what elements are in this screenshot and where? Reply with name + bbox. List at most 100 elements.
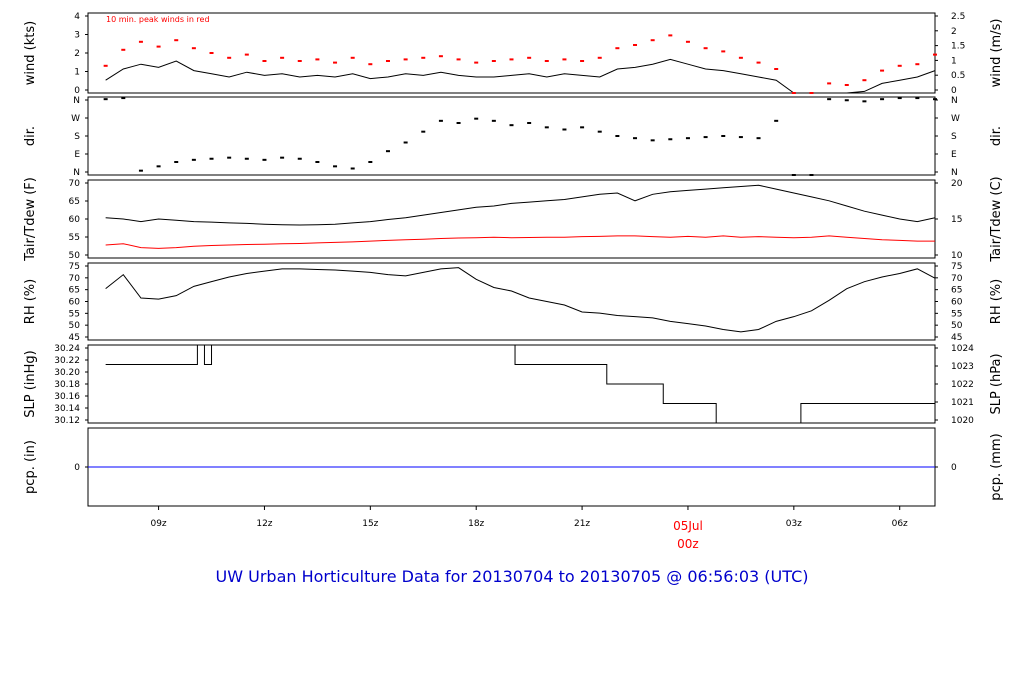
y-tick-label: 20 [951,179,963,189]
direction-point [333,165,338,168]
panel-frame [87,12,936,94]
direction-point [862,100,867,103]
y-tick-label: 1 [951,56,957,66]
direction-point [580,126,585,129]
direction-point [121,97,126,100]
direction-point [791,174,796,176]
y-axis-label-right: pcp. (mm) [989,433,1004,500]
series-line-Tdew [105,235,935,249]
direction-point [844,99,849,102]
peak-wind-point [862,79,867,82]
y-tick-label: S [74,132,80,142]
peak-wind-point [562,58,567,61]
direction-point [227,156,232,159]
direction-point [209,157,214,160]
peak-wind-point [897,64,902,67]
peak-wind-point [650,39,655,42]
direction-point [633,137,638,140]
direction-point [474,117,479,120]
direction-point [721,135,726,137]
y-axis-label-left: dir. [23,126,38,146]
y-axis-label-left: RH (%) [23,279,38,324]
peak-wind-point [244,53,249,56]
peak-wind-point [368,63,373,66]
direction-point [262,158,267,161]
peak-wind-point [474,61,479,64]
direction-point [297,157,302,160]
y-tick-label: 55 [69,233,80,243]
direction-point [544,126,549,129]
x-tick-label: 09z [150,519,166,529]
peak-wind-point [597,56,602,59]
direction-point [244,157,249,160]
peak-wind-point [438,55,443,58]
y-tick-label: 70 [951,274,963,284]
y-tick-label: 45 [69,333,80,343]
direction-point [615,135,620,137]
y-tick-label: 55 [951,309,962,319]
y-axis-label-left: pcp. (in) [23,440,38,494]
direction-point [156,165,161,168]
y-tick-label: 75 [69,262,80,272]
x-tick-label: 12z [256,519,272,529]
peak-wind-point [456,58,461,61]
direction-point [509,124,514,127]
direction-point [368,161,373,163]
peak-wind-point [880,69,885,72]
peak-wind-point [509,58,514,61]
y-tick-label: 1021 [951,398,974,408]
panel-frame [87,262,936,341]
y-axis-label-left: Tair/Tdew (F) [23,177,38,262]
direction-point [562,128,567,131]
y-tick-label: N [73,168,80,178]
direction-point [774,119,779,122]
y-tick-label: 30.12 [54,416,80,426]
y-tick-label: 15 [951,215,962,225]
direction-point [756,137,761,140]
y-tick-label: 2 [951,27,957,37]
y-tick-label: N [951,168,958,178]
y-tick-label: 1.5 [951,42,965,52]
y-tick-label: 70 [69,179,81,189]
y-tick-label: N [951,96,958,106]
peak-wind-point [333,61,338,64]
direction-point [809,174,814,176]
y-tick-label: 0 [74,463,80,473]
peak-wind-point [915,63,920,66]
peak-wind-point [350,56,355,59]
direction-point [527,122,532,124]
peak-wind-point [668,34,673,37]
peak-wind-point [209,52,214,54]
y-tick-label: 30.16 [54,392,80,402]
peak-wind-point [615,47,620,50]
peak-wind-point [297,60,302,62]
direction-point [421,130,426,133]
x-tick-label: 03z [786,519,802,529]
panel-pressure: SLP (inHg) SLP (hPa) 30.12 30.14 30.16 30.18 3… [23,344,1004,426]
y-tick-label: 65 [69,197,80,207]
peak-wind-point [403,58,408,61]
peak-wind-point [138,40,143,43]
direction-point [933,98,937,101]
x-tick-label: 15z [362,519,378,529]
peak-wind-point [791,92,796,94]
peak-wind-point [421,56,426,59]
y-tick-label: 1023 [951,362,974,372]
y-axis-label-left: SLP (inHg) [23,350,38,418]
y-tick-label: 60 [69,215,81,225]
y-tick-label: 65 [951,286,962,296]
direction-point [738,136,743,139]
y-tick-label: E [74,150,80,160]
series-line-rh [105,267,936,333]
direction-point [827,98,832,101]
y-tick-label: 30.22 [54,356,80,366]
date-marker-date: 05Jul [673,519,703,533]
panel-frame [87,179,936,259]
direction-point [403,141,408,144]
y-tick-label: 30.20 [54,368,80,378]
peak-wind-point [633,44,638,46]
peak-wind-point [827,82,832,85]
y-tick-label: 60 [951,298,963,308]
